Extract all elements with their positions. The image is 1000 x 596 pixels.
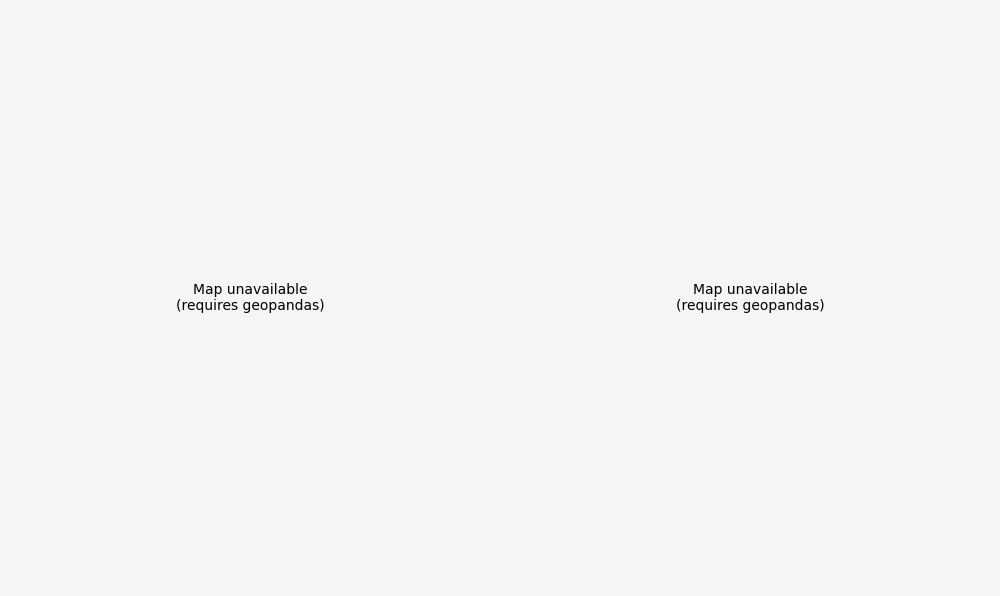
Text: Map unavailable
(requires geopandas): Map unavailable (requires geopandas) xyxy=(676,283,824,313)
Text: Map unavailable
(requires geopandas): Map unavailable (requires geopandas) xyxy=(176,283,324,313)
